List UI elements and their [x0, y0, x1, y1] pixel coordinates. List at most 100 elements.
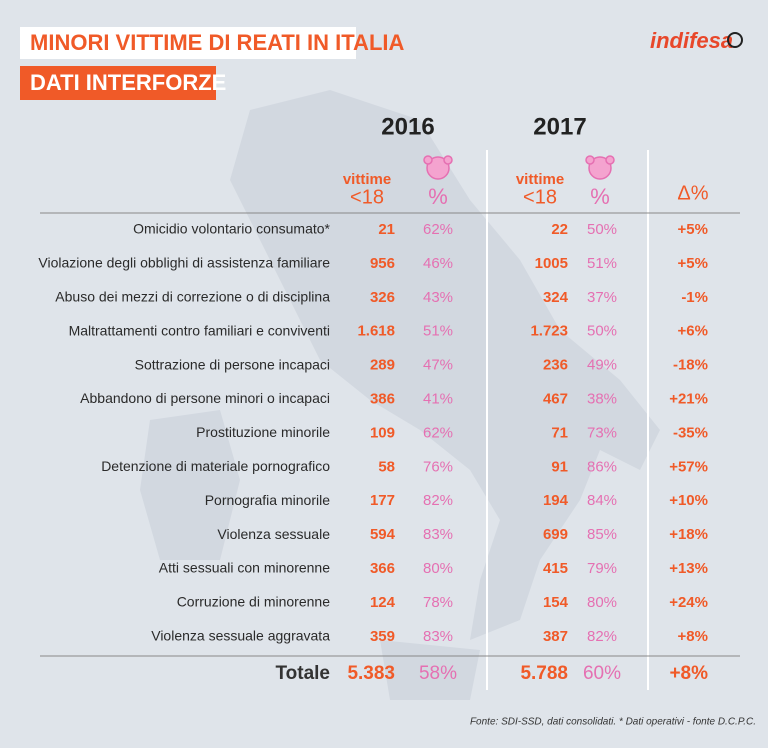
percent-2016: 80%: [423, 560, 453, 577]
percent-2016: 47%: [423, 357, 453, 374]
count-2017: 22: [551, 221, 568, 238]
count-header: <18: [350, 186, 384, 208]
percent-2016: 83%: [423, 628, 453, 645]
count-header: vittime: [516, 171, 564, 188]
row-label: Detenzione di materiale pornografico: [101, 458, 330, 474]
percent-2016: 43%: [423, 289, 453, 306]
count-2016: 386: [370, 390, 395, 407]
percent-2017: 82%: [587, 628, 617, 645]
subtitle: DATI INTERFORZE: [30, 70, 226, 95]
subtitle-box: [20, 66, 216, 100]
count-2017: 467: [543, 390, 568, 407]
delta: -18%: [673, 357, 708, 374]
delta: -35%: [673, 424, 708, 441]
count-2017: 1005: [535, 255, 568, 272]
percent-2016: 62%: [423, 221, 453, 238]
row-label: Atti sessuali con minorenne: [159, 560, 330, 576]
count-2017: 236: [543, 357, 568, 374]
logo-icon: [727, 32, 743, 48]
percent-2016: 58%: [419, 663, 457, 684]
delta: +18%: [669, 526, 708, 543]
delta-header: Δ%: [677, 182, 708, 204]
row-label: Corruzione di minorenne: [177, 594, 331, 610]
count-2017: 71: [551, 424, 568, 441]
percent-2016: 51%: [423, 323, 453, 340]
count-2016: 326: [370, 289, 395, 306]
percent-2016: 83%: [423, 526, 453, 543]
count-2017: 699: [543, 526, 568, 543]
percent-2016: 78%: [423, 594, 453, 611]
logo: indifesa: [650, 28, 733, 53]
count-2017: 324: [543, 289, 569, 306]
percent-2017: 60%: [583, 663, 621, 684]
row-label: Violenza sessuale: [217, 526, 330, 542]
delta: +8%: [678, 628, 708, 645]
count-2016: 21: [378, 221, 395, 238]
footer: Fonte: SDI-SSD, dati consolidati. * Dati…: [470, 717, 756, 728]
delta: +13%: [669, 560, 708, 577]
delta: +10%: [669, 492, 708, 509]
row-label: Prostituzione minorile: [196, 424, 330, 440]
count-2016: 594: [370, 526, 396, 543]
percent-2016: 82%: [423, 492, 453, 509]
count-2016: 359: [370, 628, 395, 645]
percent-header: %: [590, 184, 610, 209]
count-2017: 415: [543, 560, 568, 577]
percent-2017: 37%: [587, 289, 617, 306]
percent-2017: 79%: [587, 560, 617, 577]
percent-2017: 85%: [587, 526, 617, 543]
percent-2017: 49%: [587, 357, 617, 374]
count-2017: 387: [543, 628, 568, 645]
delta: +5%: [678, 255, 708, 272]
count-2017: 194: [543, 492, 569, 509]
count-2017: 91: [551, 458, 568, 475]
delta: +6%: [678, 323, 708, 340]
percent-2016: 62%: [423, 424, 453, 441]
count-2016: 58: [378, 458, 395, 475]
percent-2016: 76%: [423, 458, 453, 475]
delta: -1%: [681, 289, 708, 306]
percent-2016: 46%: [423, 255, 453, 272]
row-label: Violenza sessuale aggravata: [151, 628, 330, 644]
row-label: Abuso dei mezzi di correzione o di disci…: [55, 289, 330, 305]
year: 2017: [533, 113, 586, 140]
percent-2017: 50%: [587, 323, 617, 340]
percent-header: %: [428, 184, 448, 209]
count-2017: 154: [543, 594, 569, 611]
row-label: Pornografia minorile: [205, 492, 330, 508]
delta: +24%: [669, 594, 708, 611]
count-2017: 5.788: [520, 663, 568, 684]
delta: +57%: [669, 458, 708, 475]
title: MINORI VITTIME DI REATI IN ITALIA: [30, 30, 404, 55]
count-2016: 1.618: [357, 323, 395, 340]
girl-icon: [585, 155, 615, 180]
row-label: Omicidio volontario consumato*: [133, 221, 330, 237]
count-header: <18: [523, 186, 557, 208]
count-2016: 124: [370, 594, 396, 611]
row-label: Maltrattamenti contro familiari e conviv…: [69, 322, 330, 338]
count-2016: 177: [370, 492, 395, 509]
delta: +8%: [669, 663, 708, 684]
percent-2016: 41%: [423, 390, 453, 407]
total-label: Totale: [275, 663, 330, 684]
row-label: Sottrazione di persone incapaci: [135, 356, 330, 372]
percent-2017: 84%: [587, 492, 617, 509]
year: 2016: [381, 113, 434, 140]
title-box: [20, 27, 356, 59]
count-header: vittime: [343, 171, 391, 188]
percent-2017: 50%: [587, 221, 617, 238]
count-2016: 109: [370, 424, 395, 441]
row-label: Abbandono di persone minori o incapaci: [80, 390, 330, 406]
percent-2017: 80%: [587, 594, 617, 611]
delta: +5%: [678, 221, 708, 238]
map-silhouette: [140, 90, 660, 700]
count-2016: 956: [370, 255, 395, 272]
count-2017: 1.723: [530, 323, 568, 340]
row-label: Violazione degli obblighi di assistenza …: [38, 255, 330, 271]
percent-2017: 38%: [587, 390, 617, 407]
percent-2017: 86%: [587, 458, 617, 475]
count-2016: 5.383: [347, 663, 395, 684]
delta: +21%: [669, 390, 708, 407]
